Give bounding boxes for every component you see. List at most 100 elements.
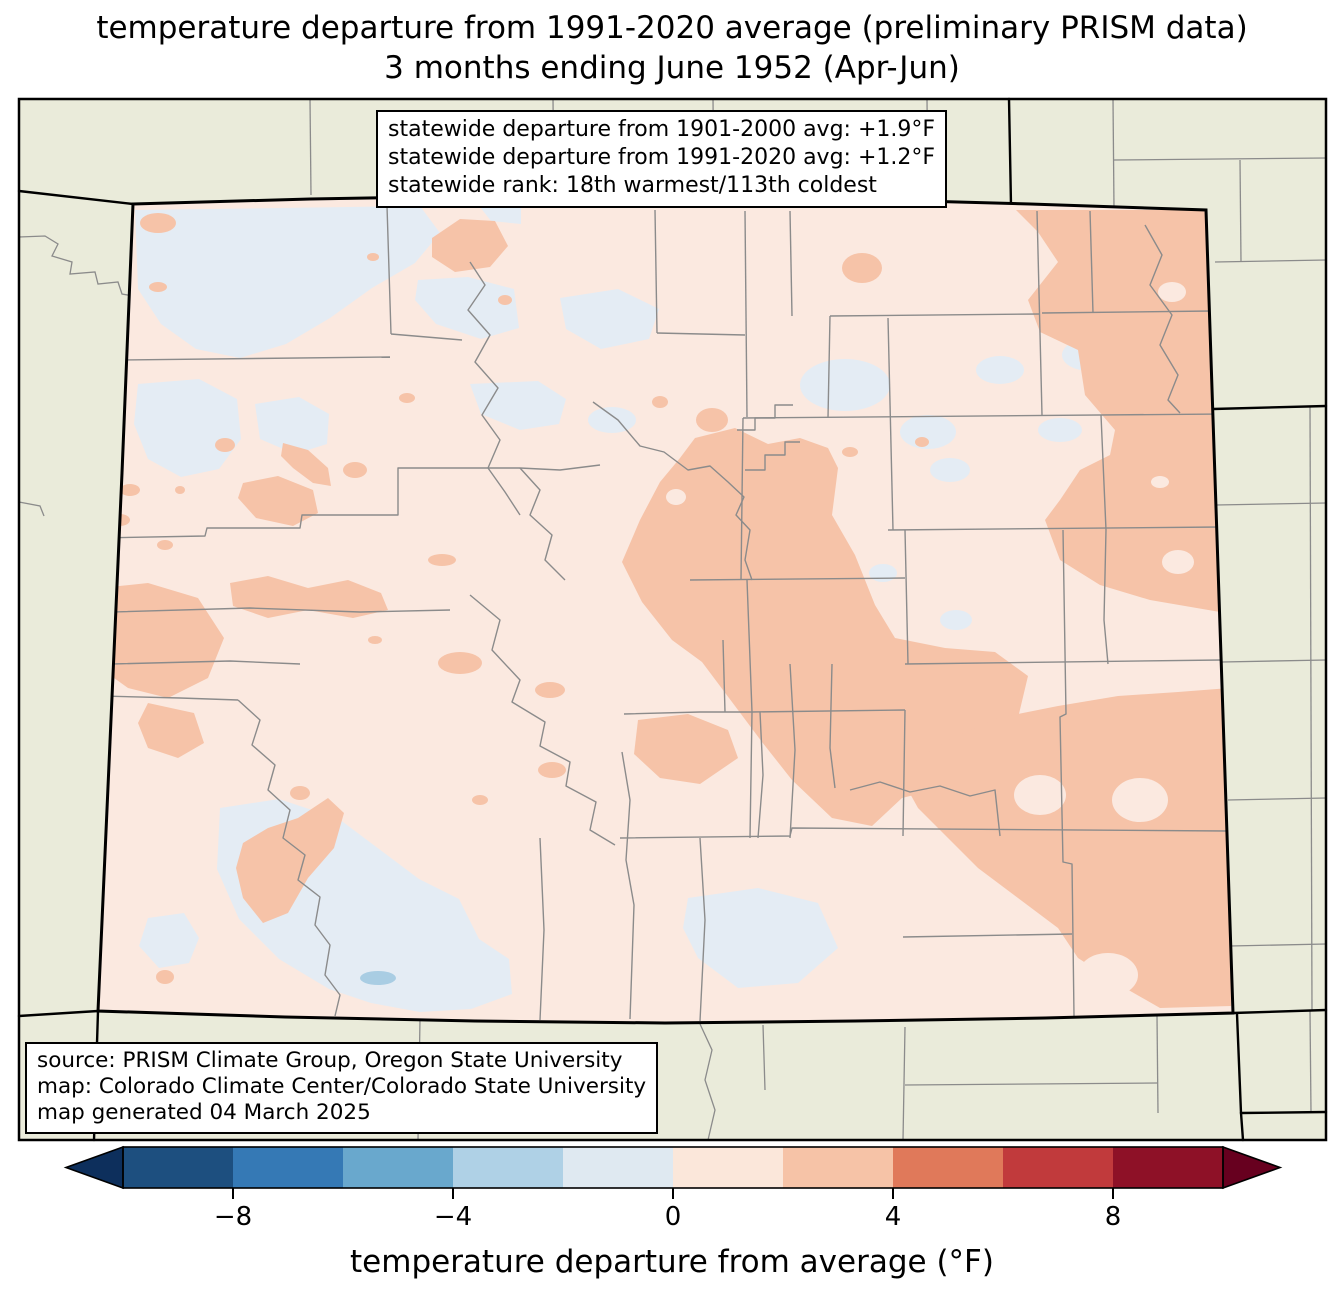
anomaly-patch-pos2-4 [120, 484, 140, 496]
colorado-county-line [745, 441, 800, 471]
colorado-county-line [621, 751, 635, 1020]
neighbor-county-line [904, 1082, 1158, 1086]
anomaly-patch-pos0-2-hole [1078, 953, 1138, 997]
neighbor-state-border [1239, 1110, 1328, 1115]
neighbor-county-line [18, 501, 45, 517]
colorado-county-line [1144, 224, 1181, 414]
anomaly-patch-pos2-4 [156, 970, 174, 984]
neighbor-county-line [18, 235, 134, 297]
colorbar-segment [1003, 1147, 1113, 1188]
anomaly-patch-pos2-4 [696, 408, 728, 432]
anomaly-patch-pos0-2-hole [1162, 550, 1194, 574]
anomaly-patch-pos2-4 [290, 786, 310, 800]
colorado-county-line [111, 660, 301, 665]
anomaly-patch-pos2-4 [432, 219, 508, 272]
colorado-county-line [469, 594, 616, 846]
neighbor-county-line [699, 1023, 716, 1141]
neighbor-county-line [1113, 157, 1327, 161]
colorado-county-line [789, 210, 793, 317]
colorado-county-line [904, 659, 1222, 665]
colorbar-tick-label: 0 [664, 1202, 682, 1232]
colorbar-tick-label: −8 [213, 1202, 253, 1232]
anomaly-patch-neg2-0 [480, 206, 521, 224]
neighbor-county-line [902, 1026, 906, 1141]
neighbor-county-line [1156, 1015, 1159, 1114]
anomaly-patch-neg4-2 [360, 971, 396, 985]
anomaly-patch-pos2-4 [238, 476, 318, 526]
colorbar-segment [783, 1147, 893, 1188]
anomaly-patch-pos2-4 [138, 703, 204, 758]
colorbar-tick-label: 8 [1104, 1202, 1122, 1232]
colorbar-segment [1113, 1147, 1223, 1188]
colorado-anomaly-layer [98, 205, 1231, 1022]
anomaly-patch-pos2-4 [149, 282, 167, 292]
colorado-county-line [656, 332, 746, 336]
anomaly-patch-neg2-0 [135, 206, 440, 358]
colorbar-segment [563, 1147, 673, 1188]
colorado-county-line [789, 663, 796, 839]
neighbor-county-line [1215, 502, 1327, 506]
colorado-county-line [699, 837, 706, 1022]
map-frame [17, 97, 1328, 1142]
colorado-county-line [1036, 210, 1043, 416]
anomaly-patch-neg2-0 [900, 415, 956, 449]
colorado-county-line [654, 209, 658, 334]
anomaly-patch-pos2-4 [175, 486, 185, 494]
anomaly-patch-neg2-0 [560, 289, 659, 349]
neighbor-county-line [1214, 259, 1327, 263]
neighbor-state-border [1231, 1008, 1328, 1015]
colorado-county-line [1041, 310, 1214, 314]
anomaly-patch-pos2-4 [230, 576, 388, 618]
colorado-county-line [119, 356, 391, 361]
colorado-county-line [827, 315, 831, 419]
colorado-county-line [539, 837, 545, 1021]
colorado-county-line [829, 313, 1041, 317]
anomaly-patch-pos2-4 [652, 396, 668, 408]
anomaly-patch-neg2-0 [588, 407, 636, 433]
anomaly-patch-neg2-0 [869, 564, 897, 582]
anomaly-patch-neg2-0 [683, 888, 838, 988]
colorado-county-line [829, 663, 836, 789]
neighbor-state-border [1211, 404, 1328, 411]
colorado-county-line [722, 639, 726, 713]
source-line: source: PRISM Climate Group, Oregon Stat… [37, 1048, 623, 1073]
anomaly-patch-pos2-4 [157, 540, 173, 550]
colorbar-segment [673, 1147, 783, 1188]
colorado-county-line [1059, 529, 1075, 1017]
anomaly-patch-pos2-4 [634, 714, 738, 784]
colorado-county-line [623, 711, 752, 715]
colorbar-axis-label: temperature departure from average (°F) [350, 1244, 994, 1280]
anomaly-patch-neg2-0 [976, 356, 1024, 384]
neighbor-county-line [1239, 159, 1242, 263]
statewide-stats-box: statewide departure from 1901-2000 avg: … [376, 110, 948, 208]
anomaly-patch-pos0-2-hole [1151, 476, 1169, 488]
neighbor-county-line [1221, 659, 1327, 663]
anomaly-patch-neg2-0 [1038, 418, 1082, 442]
anomaly-patch-pos2-4 [367, 253, 379, 261]
generated-date-line: map generated 04 March 2025 [37, 1100, 371, 1125]
colorado-county-line [689, 577, 906, 581]
colorado-county-line [99, 695, 239, 701]
anomaly-patch-pos2-4 [535, 682, 565, 698]
colorado-county-line [1100, 414, 1109, 665]
neighbor-state-border [1007, 97, 1013, 207]
anomaly-patch-neg2-0 [134, 379, 241, 477]
anomaly-patch-pos2-4 [368, 636, 382, 644]
colorado-county-line [902, 709, 906, 837]
anomaly-patch-neg2-0 [470, 381, 566, 430]
anomaly-patch-pos2-4 [898, 688, 1231, 1008]
neighbor-state-border [17, 1009, 100, 1018]
colorado-county-line [751, 709, 906, 713]
neighbor-state-border [17, 189, 135, 206]
colorbar-segment [123, 1147, 233, 1188]
colorado-county-line [849, 781, 1001, 837]
colorbar-segment [453, 1147, 563, 1188]
colorado-county-line [467, 261, 521, 516]
colorado-county-line [757, 711, 764, 839]
stats-rank: statewide rank: 18th warmest/113th colde… [388, 173, 877, 198]
source-attribution-box: source: PRISM Climate Group, Oregon Stat… [25, 1042, 659, 1134]
figure-title-line-1: temperature departure from 1991-2020 ave… [96, 10, 1248, 46]
neighbor-state-border [1239, 1111, 1245, 1142]
anomaly-patch-pos2-4 [842, 447, 858, 457]
